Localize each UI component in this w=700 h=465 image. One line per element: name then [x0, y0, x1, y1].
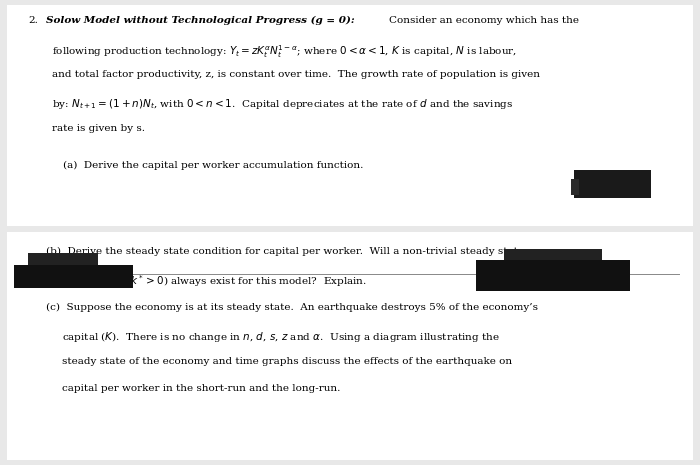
Text: capital ($K$).  There is no change in $n$, $d$, $s$, $z$ and $\alpha$.  Using a : capital ($K$). There is no change in $n$…	[62, 330, 499, 344]
Text: (c)  Suppose the economy is at its steady state.  An earthquake destroys 5% of t: (c) Suppose the economy is at its steady…	[46, 303, 538, 312]
Text: Solow Model without Technological Progress (g = 0):: Solow Model without Technological Progre…	[46, 16, 354, 26]
FancyBboxPatch shape	[476, 260, 630, 291]
Text: and total factor productivity, z, is constant over time.  The growth rate of pop: and total factor productivity, z, is con…	[52, 70, 540, 79]
FancyBboxPatch shape	[574, 170, 651, 198]
FancyBboxPatch shape	[7, 232, 693, 460]
FancyBboxPatch shape	[14, 265, 133, 288]
Text: (a)  Derive the capital per worker accumulation function.: (a) Derive the capital per worker accumu…	[63, 160, 363, 170]
Text: by: $N_{t+1} = (1 + n)N_t$, with $0 < n < 1$.  Capital depreciates at the rate o: by: $N_{t+1} = (1 + n)N_t$, with $0 < n …	[52, 97, 514, 111]
Text: capital per worker in the short-run and the long-run.: capital per worker in the short-run and …	[62, 384, 340, 393]
Text: Consider an economy which has the: Consider an economy which has the	[389, 16, 578, 25]
FancyBboxPatch shape	[7, 5, 693, 226]
Text: rate is given by s.: rate is given by s.	[52, 124, 146, 133]
FancyBboxPatch shape	[28, 253, 98, 265]
Text: (b)  Derive the steady state condition for capital per worker.  Will a non-trivi: (b) Derive the steady state condition fo…	[46, 246, 524, 256]
Text: steady state of the economy and time graphs discuss the effects of the earthquak: steady state of the economy and time gra…	[62, 357, 512, 366]
FancyBboxPatch shape	[504, 249, 602, 260]
Text: equilibrium ($k^* > 0$) always exist for this model?  Explain.: equilibrium ($k^* > 0$) always exist for…	[62, 273, 367, 289]
FancyBboxPatch shape	[570, 179, 579, 195]
Text: 2.: 2.	[28, 16, 38, 25]
Text: following production technology: $Y_t = zK_t^\alpha N_t^{1-\alpha}$; where $0 < : following production technology: $Y_t = …	[52, 43, 517, 60]
